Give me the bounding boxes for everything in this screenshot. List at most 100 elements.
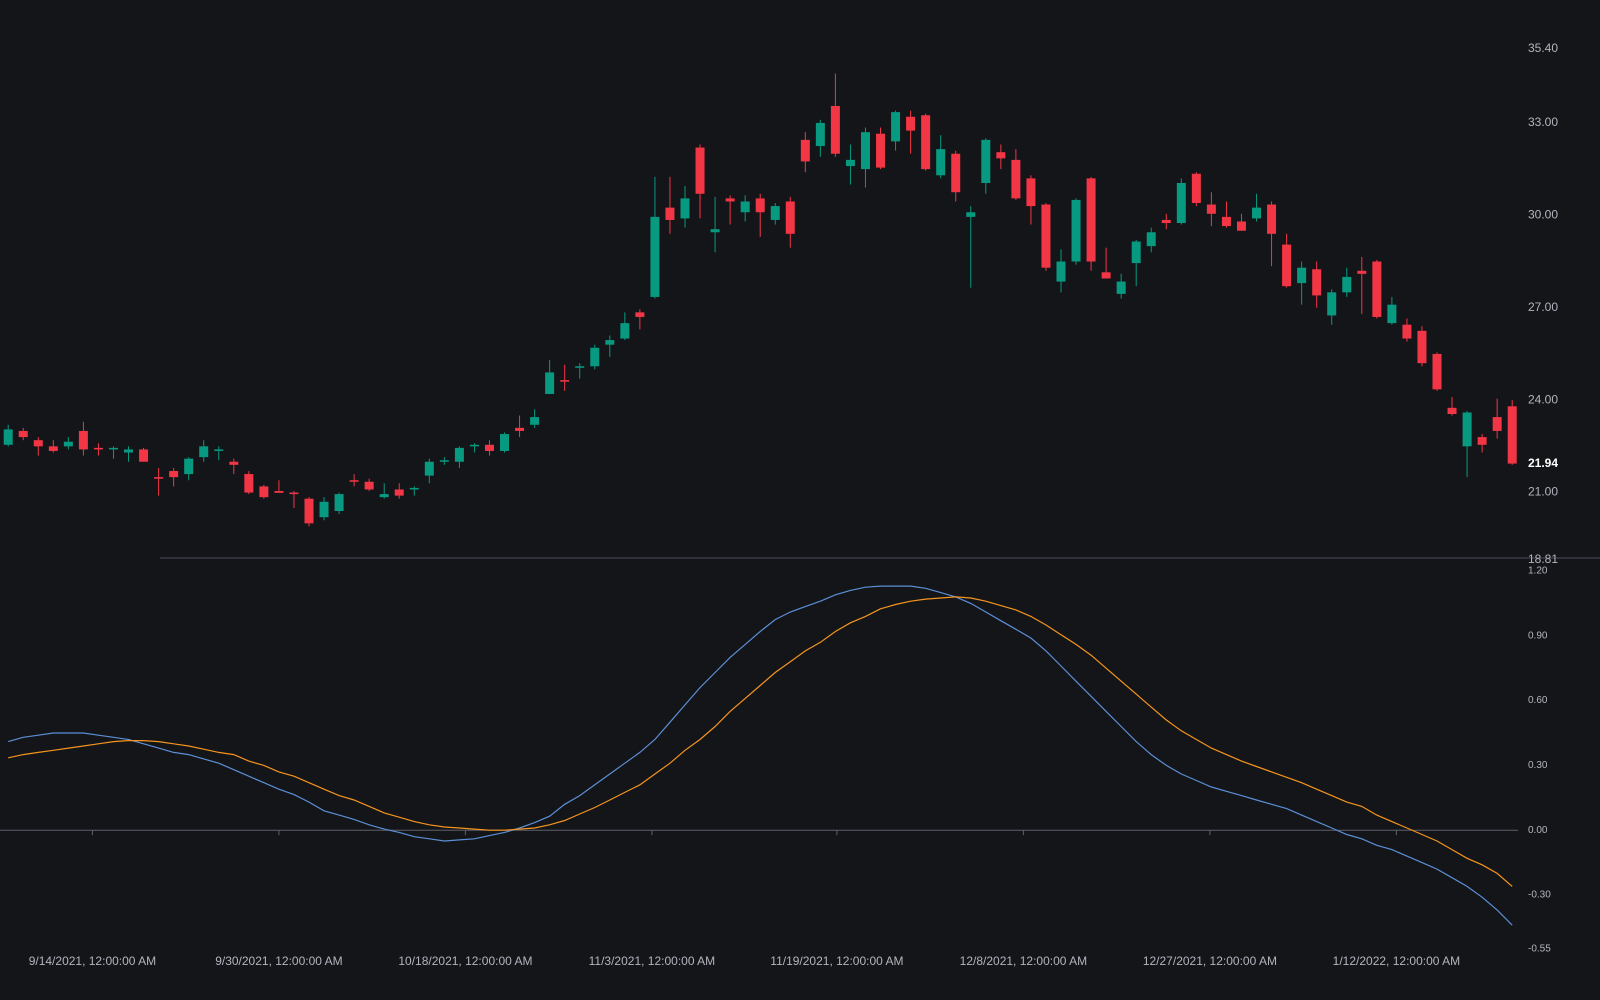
price-tick-label: 21.00 (1528, 485, 1558, 499)
candle-body (139, 449, 149, 462)
candle-body (891, 112, 901, 142)
candle-body (770, 206, 780, 220)
time-tick-label: 12/27/2021, 12:00:00 AM (1143, 954, 1277, 968)
candle-body (500, 434, 510, 451)
price-tick-label: 30.00 (1528, 208, 1558, 222)
candle-body (184, 458, 194, 475)
candle-body (545, 372, 555, 394)
candle-body (951, 153, 961, 193)
candle-body (906, 116, 916, 131)
candle-body (1176, 182, 1186, 224)
indicator-line (8, 585, 1513, 926)
candle-body (439, 460, 449, 462)
candle-body (3, 429, 13, 445)
candle-body (996, 152, 1006, 159)
candle-body (815, 122, 825, 147)
candle-body (93, 447, 103, 450)
candle-body (289, 492, 299, 495)
candle-body (515, 427, 525, 431)
candle-body (560, 380, 570, 382)
time-tick-label: 11/19/2021, 12:00:00 AM (770, 954, 903, 968)
candle-body (1252, 207, 1262, 219)
candle-body (620, 323, 630, 339)
candle-body (63, 441, 73, 447)
candle-body (154, 477, 164, 479)
candle-body (1191, 173, 1201, 204)
candle-body (1492, 417, 1502, 431)
candle-body (424, 461, 434, 476)
candle-body (1312, 269, 1322, 296)
candle-body (484, 444, 494, 451)
candle-body (454, 447, 464, 462)
candle-body (304, 498, 314, 524)
candle-body (1417, 330, 1427, 364)
candle-body (921, 115, 931, 170)
indicator-tick-label: 1.20 (1528, 566, 1548, 577)
price-tick-label: 18.81 (1528, 552, 1558, 566)
candle-body (830, 105, 840, 154)
candle-body (966, 212, 976, 217)
time-tick-label: 1/12/2022, 12:00:00 AM (1333, 954, 1460, 968)
time-tick-label: 10/18/2021, 12:00:00 AM (398, 954, 532, 968)
candle-body (334, 494, 344, 512)
candle-body (349, 480, 359, 482)
candle-body (18, 430, 28, 438)
candle-body (1507, 406, 1517, 464)
candle-body (710, 229, 720, 233)
candle-body (1462, 412, 1472, 447)
candle-body (1432, 353, 1442, 390)
candle-body (1297, 267, 1307, 284)
candle-body (1026, 178, 1036, 207)
candle-body (1447, 407, 1457, 414)
candle-body (33, 440, 43, 447)
time-tick-label: 12/8/2021, 12:00:00 AM (960, 954, 1087, 968)
last-price-label: 21.94 (1528, 456, 1558, 470)
candle-body (1086, 178, 1096, 262)
candle-body (259, 486, 269, 498)
candle-body (695, 147, 705, 194)
candle-body (394, 489, 404, 496)
candle-body (1131, 241, 1141, 264)
time-tick-label: 11/3/2021, 12:00:00 AM (589, 954, 716, 968)
candle-body (244, 474, 254, 493)
candle-body (1056, 261, 1066, 282)
candle-body (1267, 204, 1277, 234)
candle-body (409, 487, 419, 490)
candle-body (1206, 204, 1216, 214)
candle-body (575, 366, 585, 368)
candle-body (650, 216, 660, 297)
candle-body (124, 449, 134, 453)
candle-body (274, 491, 284, 493)
candle-body (725, 198, 735, 202)
candle-body (876, 133, 886, 168)
candle-body (199, 446, 209, 458)
indicator-line (8, 596, 1513, 887)
candle-body (1282, 244, 1292, 287)
candle-body (1236, 221, 1246, 231)
indicator-tick-label: 0.00 (1528, 825, 1548, 836)
candle-body (1146, 232, 1156, 247)
indicator-tick-label: 0.30 (1528, 760, 1548, 771)
candle-body (214, 449, 224, 451)
candle-body (530, 417, 540, 425)
price-tick-label: 27.00 (1528, 300, 1558, 314)
candle-body (379, 494, 389, 498)
indicator-tick-label: 0.90 (1528, 630, 1548, 641)
indicator-tick-label: -0.55 (1528, 944, 1551, 955)
candle-body (1402, 324, 1412, 339)
candle-body (1101, 272, 1111, 279)
candle-body (936, 149, 946, 176)
candle-body (680, 198, 690, 219)
time-tick-label: 9/14/2021, 12:00:00 AM (29, 954, 156, 968)
candle-body (78, 430, 88, 450)
candle-body (785, 201, 795, 234)
candle-body (665, 207, 675, 220)
price-tick-label: 24.00 (1528, 392, 1558, 406)
candle-body (845, 159, 855, 167)
candle-body (740, 201, 750, 213)
candle-body (1116, 281, 1126, 294)
candle-body (1342, 276, 1352, 293)
candle-body (981, 139, 991, 183)
candle-body (1161, 219, 1171, 224)
